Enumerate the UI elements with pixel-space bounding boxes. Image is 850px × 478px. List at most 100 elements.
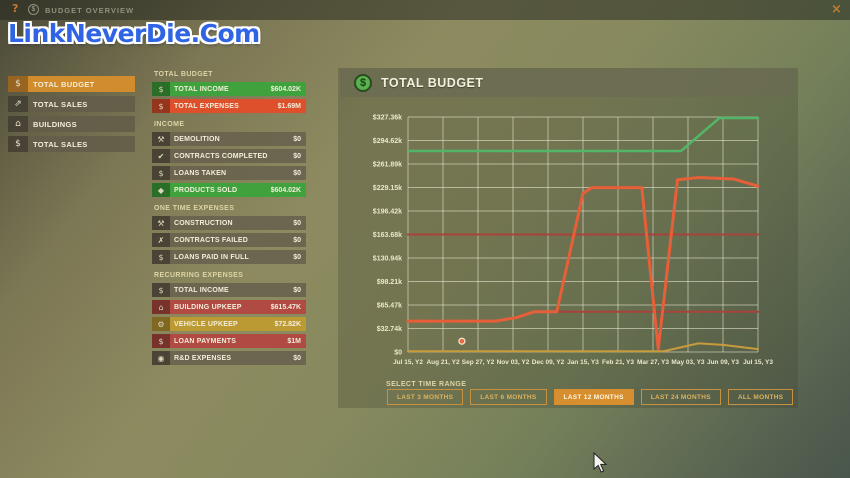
budget-row-demolition: ⚒ DEMOLITION $0 bbox=[152, 132, 306, 146]
budget-row-value: $0 bbox=[293, 169, 301, 177]
budget-row-label: TOTAL INCOME bbox=[174, 85, 229, 93]
coin-icon: $ bbox=[8, 76, 28, 92]
chart-header: $ TOTAL BUDGET bbox=[340, 68, 796, 97]
section-title: TOTAL BUDGET bbox=[154, 71, 213, 78]
total-budget-chart-panel: $ TOTAL BUDGET $327.36k $294.62k $261.89k $… bbox=[338, 68, 798, 408]
sidebar-item-label: TOTAL SALES bbox=[33, 139, 88, 149]
budget-row-value: $0 bbox=[293, 253, 301, 261]
section-title: RECURRING EXPENSES bbox=[154, 272, 244, 279]
chart-title: TOTAL BUDGET bbox=[381, 75, 484, 90]
budget-row-total-income: $ TOTAL INCOME $0 bbox=[152, 283, 306, 297]
x-axis-label: Jul 15, Y2 bbox=[393, 359, 423, 366]
budget-row-label: LOANS TAKEN bbox=[174, 169, 227, 177]
budget-line-chart[interactable]: $327.36k $294.62k $261.89k $229.15k $196.42k… bbox=[338, 68, 798, 408]
contract-check-icon: ✔ bbox=[152, 149, 170, 163]
close-icon[interactable]: × bbox=[831, 2, 842, 17]
mouse-cursor bbox=[593, 452, 608, 473]
income-coins-icon: $ bbox=[152, 283, 170, 297]
dollar-coin-icon: $ bbox=[354, 73, 372, 92]
income-coins-icon: $ bbox=[152, 82, 170, 96]
y-axis-label: $98.21k bbox=[377, 279, 402, 286]
y-axis-label: $294.62k bbox=[373, 138, 402, 145]
sidebar-item-total-budget[interactable]: $ TOTAL BUDGET bbox=[8, 76, 135, 92]
time-range-button-last-6-months[interactable]: LAST 6 MONTHS bbox=[470, 389, 547, 405]
y-axis-label: $130.94k bbox=[373, 256, 402, 263]
budget-row-label: VEHICLE UPKEEP bbox=[174, 320, 238, 328]
y-axis-label: $261.89k bbox=[373, 162, 402, 169]
time-range-button-last-12-months[interactable]: LAST 12 MONTHS bbox=[553, 389, 634, 405]
series-total-expenses bbox=[406, 176, 760, 351]
hammer-icon: ⚒ bbox=[152, 132, 170, 146]
budget-row-label: CONSTRUCTION bbox=[174, 219, 233, 227]
budget-row-loan-payments: $ LOAN PAYMENTS $1M bbox=[152, 334, 306, 348]
vehicle-icon: ⚙ bbox=[152, 317, 170, 331]
budget-row-value: $615.47K bbox=[270, 303, 301, 311]
x-axis-label: Mar 27, Y3 bbox=[637, 359, 669, 366]
sidebar: $ TOTAL BUDGET ⇗ TOTAL SALES ⌂ BUILDINGS $ TOTA… bbox=[8, 76, 135, 156]
y-axis-label: $0 bbox=[394, 350, 402, 357]
y-axis-label: $196.42k bbox=[373, 209, 402, 216]
budget-panel: TOTAL BUDGET $ TOTAL INCOME $604.02K $ TOTAL … bbox=[152, 68, 306, 368]
budget-row-value: $0 bbox=[293, 354, 301, 362]
x-axis-label: Feb 21, Y3 bbox=[602, 359, 634, 366]
time-range-button-all-months[interactable]: ALL MONTHS bbox=[727, 389, 794, 405]
expenses-coins-icon: $ bbox=[152, 99, 170, 113]
budget-row-contracts-completed: ✔ CONTRACTS COMPLETED $0 bbox=[152, 149, 306, 163]
help-icon[interactable]: ? bbox=[12, 2, 19, 15]
construction-tools-icon: ⚒ bbox=[152, 216, 170, 230]
x-axis-label: Jul 15, Y3 bbox=[743, 359, 773, 366]
budget-row-products-sold: ◆ PRODUCTS SOLD $604.02K bbox=[152, 183, 306, 197]
sidebar-item-label: TOTAL BUDGET bbox=[33, 79, 95, 89]
loan-icon: $ bbox=[152, 334, 170, 348]
sidebar-item-total-sales[interactable]: ⇗ TOTAL SALES bbox=[8, 96, 135, 112]
y-axis-label: $163.68k bbox=[373, 232, 402, 239]
y-axis-label: $32.74k bbox=[377, 326, 402, 333]
series-vehicle-upkeep bbox=[407, 342, 759, 353]
x-axis-label: Nov 03, Y2 bbox=[497, 359, 530, 366]
building-icon: ⌂ bbox=[8, 116, 28, 132]
budget-row-construction: ⚒ CONSTRUCTION $0 bbox=[152, 216, 306, 230]
budget-row-value: $0 bbox=[293, 286, 301, 294]
budget-row-value: $604.02K bbox=[270, 186, 301, 194]
y-axis-label: $229.15k bbox=[373, 185, 402, 192]
budget-row-label: TOTAL INCOME bbox=[174, 286, 229, 294]
budget-row-value: $604.02K bbox=[270, 85, 301, 93]
budget-row-value: $0 bbox=[293, 236, 301, 244]
building-icon: ⌂ bbox=[152, 300, 170, 314]
contract-fail-icon: ✗ bbox=[152, 233, 170, 247]
sidebar-item-total-sales[interactable]: $ TOTAL SALES bbox=[8, 136, 135, 152]
y-axis-label: $327.36k bbox=[373, 115, 402, 122]
time-range-button-last-24-months[interactable]: LAST 24 MONTHS bbox=[640, 389, 721, 405]
budget-row-label: CONTRACTS COMPLETED bbox=[174, 152, 268, 160]
budget-row-total-expenses: $ TOTAL EXPENSES $1.69M bbox=[152, 99, 306, 113]
x-axis-label: Jan 15, Y3 bbox=[567, 359, 599, 366]
sidebar-item-label: TOTAL SALES bbox=[33, 99, 88, 109]
x-axis-label: Sep 27, Y2 bbox=[462, 359, 495, 366]
loan-icon: $ bbox=[152, 166, 170, 180]
sales-chart-icon: ⇗ bbox=[8, 96, 28, 112]
budget-row-value: $0 bbox=[293, 152, 301, 160]
time-range-button-last-3-months[interactable]: LAST 3 MONTHS bbox=[387, 389, 464, 405]
budget-row-vehicle-upkeep: ⚙ VEHICLE UPKEEP $72.82K bbox=[152, 317, 306, 331]
research-icon: ◉ bbox=[152, 351, 170, 365]
budget-row-label: TOTAL EXPENSES bbox=[174, 102, 240, 110]
sidebar-item-buildings[interactable]: ⌂ BUILDINGS bbox=[8, 116, 135, 132]
budget-row-building-upkeep: ⌂ BUILDING UPKEEP $615.47K bbox=[152, 300, 306, 314]
time-range-buttons: LAST 3 MONTHS LAST 6 MONTHS LAST 12 MONTHS… bbox=[387, 389, 794, 405]
budget-section-total-budget: TOTAL BUDGET $ TOTAL INCOME $604.02K $ TOTAL … bbox=[152, 71, 306, 113]
section-title: ONE TIME EXPENSES bbox=[154, 205, 235, 212]
budget-row-total-income: $ TOTAL INCOME $604.02K bbox=[152, 82, 306, 96]
selected-point-marker bbox=[458, 337, 466, 345]
budget-row-label: PRODUCTS SOLD bbox=[174, 186, 238, 194]
budget-row-label: R&D EXPENSES bbox=[174, 354, 232, 362]
budget-row-value: $1.69M bbox=[277, 102, 301, 110]
budget-section-one-time-expenses: ONE TIME EXPENSES ⚒ CONSTRUCTION $0 ✗ CONTRAC… bbox=[152, 205, 306, 264]
budget-row-value: $0 bbox=[293, 219, 301, 227]
budget-row-r-d-expenses: ◉ R&D EXPENSES $0 bbox=[152, 351, 306, 365]
budget-row-value: $0 bbox=[293, 135, 301, 143]
budget-row-loans-paid-in-full: $ LOANS PAID IN FULL $0 bbox=[152, 250, 306, 264]
watermark-text: LinkNeverDie.Com bbox=[8, 19, 260, 48]
sidebar-item-label: BUILDINGS bbox=[33, 119, 77, 129]
budget-row-value: $1M bbox=[287, 337, 301, 345]
section-title: INCOME bbox=[154, 121, 185, 128]
